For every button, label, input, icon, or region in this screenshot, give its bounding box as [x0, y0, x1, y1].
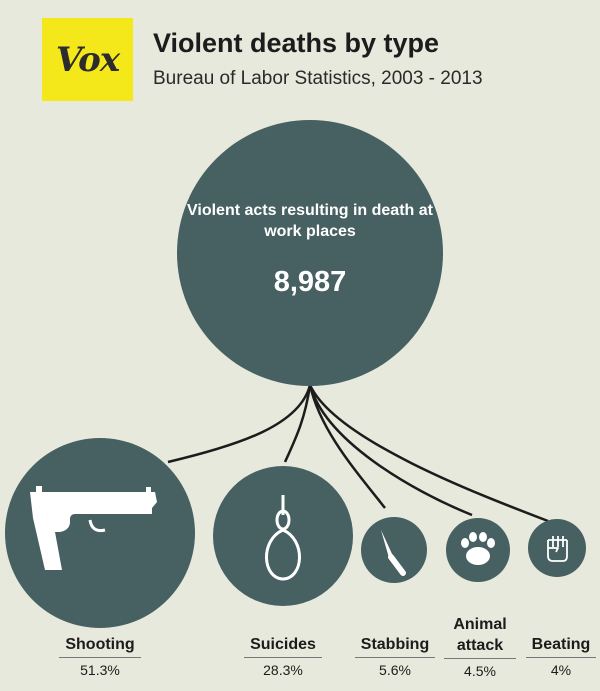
- category-name: Beating: [525, 634, 597, 658]
- connector-beating: [308, 384, 549, 523]
- page-title: Violent deaths by type: [153, 28, 440, 58]
- page-subtitle: Bureau of Labor Statistics, 2003 - 2013: [153, 68, 483, 89]
- total-circle: [177, 120, 443, 386]
- knife-icon: [381, 530, 406, 576]
- pistol-trigger-guard: [88, 519, 106, 532]
- category-name: Suicides: [244, 634, 322, 658]
- category-shooting: Shooting 51.3%: [45, 634, 155, 678]
- vox-logo: Vox: [42, 18, 133, 101]
- noose-icon: [265, 495, 301, 581]
- category-percent: 51.3%: [80, 662, 120, 678]
- category-name: Animal attack: [444, 614, 516, 659]
- total-value: 8,987: [273, 266, 347, 298]
- stabbing-circle: [361, 517, 427, 583]
- category-percent: 5.6%: [379, 662, 411, 678]
- category-suicides: Suicides 28.3%: [228, 634, 338, 678]
- category-percent: 4%: [550, 662, 572, 678]
- shooting-circle: [5, 438, 195, 628]
- category-percent: 4.5%: [464, 663, 496, 679]
- category-name: Stabbing: [354, 634, 436, 658]
- paw-icon: [461, 532, 495, 565]
- category-stabbing: Stabbing 5.6%: [345, 634, 445, 678]
- category-beating: Beating 4%: [523, 634, 599, 678]
- total-info: Violent acts resulting in death at work …: [180, 200, 440, 299]
- pistol-icon: [30, 486, 157, 570]
- suicides-circle: [213, 466, 353, 606]
- category-percent: 28.3%: [263, 662, 303, 678]
- logo-text: Vox: [55, 39, 120, 80]
- connector-shooting: [167, 384, 312, 464]
- connectors: [167, 384, 549, 523]
- connector-animal: [308, 384, 473, 517]
- connector-stabbing: [308, 384, 386, 509]
- fist-icon: [547, 536, 568, 562]
- category-name: Shooting: [59, 634, 141, 658]
- connector-suicides: [283, 384, 312, 463]
- total-label: Violent acts resulting in death at work …: [187, 202, 433, 240]
- category-animal-attack: Animal attack 4.5%: [440, 614, 520, 679]
